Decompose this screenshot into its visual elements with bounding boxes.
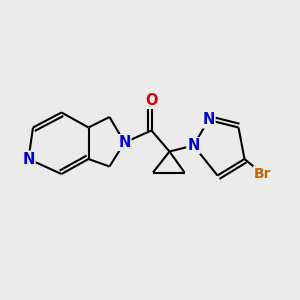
Text: N: N (187, 138, 200, 153)
Text: Br: Br (254, 167, 271, 181)
Text: N: N (118, 135, 131, 150)
Text: O: O (145, 93, 158, 108)
Text: N: N (202, 112, 215, 128)
Text: O: O (145, 93, 158, 108)
Text: N: N (22, 152, 35, 166)
